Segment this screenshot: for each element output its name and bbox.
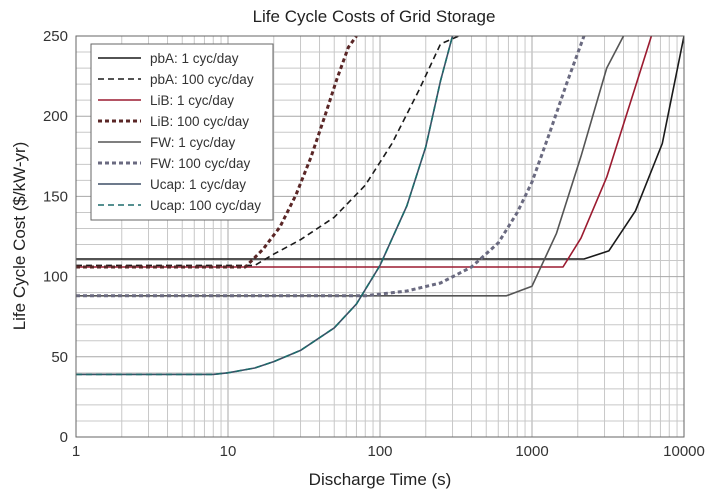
- series-line-pba-1-cyc-day: [76, 36, 684, 260]
- series-line-fw-1-cyc-day: [76, 36, 625, 297]
- tick-labels: 1 10 100 1000 10000 0 50 100 150 200 250: [43, 28, 705, 460]
- legend-label: FW: 100 cyc/day: [150, 156, 251, 171]
- series-line-fw-100-cyc-day: [76, 36, 586, 298]
- legend-label: pbA: 1 cyc/day: [150, 51, 239, 66]
- x-tick-label: 10000: [663, 443, 705, 460]
- legend: pbA: 1 cyc/day pbA: 100 cyc/day LiB: 1 cyc…: [90, 43, 274, 221]
- legend-label: Ucap: 100 cyc/day: [150, 198, 261, 213]
- legend-label: LiB: 100 cyc/day: [150, 114, 249, 129]
- legend-label: Ucap: 1 cyc/day: [150, 177, 246, 192]
- series-line-lib-1-cyc-day: [76, 36, 653, 268]
- x-tick-label: 10: [220, 443, 237, 460]
- x-tick-label: 100: [367, 443, 392, 460]
- legend-box: [90, 43, 274, 221]
- x-tick-label: 1000: [515, 443, 548, 460]
- y-axis-label: Life Cycle Cost ($/kW-yr): [10, 142, 29, 331]
- series-lines: [76, 36, 684, 376]
- plot-frame: [75, 35, 685, 438]
- series-line-pba-100-cyc-day: [76, 36, 460, 267]
- legend-label: pbA: 100 cyc/day: [150, 72, 254, 87]
- legend-label: FW: 1 cyc/day: [150, 135, 236, 150]
- y-tick-label: 100: [43, 269, 68, 286]
- x-axis-label: Discharge Time (s): [309, 470, 452, 489]
- y-tick-label: 50: [51, 349, 68, 366]
- y-tick-label: 0: [60, 429, 68, 446]
- y-tick-label: 150: [43, 188, 68, 205]
- y-tick-label: 250: [43, 28, 68, 45]
- chart-title: Life Cycle Costs of Grid Storage: [253, 7, 496, 26]
- legend-label: LiB: 1 cyc/day: [150, 93, 234, 108]
- series-line-ucap-100-cyc-day: [76, 36, 454, 376]
- y-tick-label: 200: [43, 108, 68, 125]
- x-tick-label: 1: [72, 443, 80, 460]
